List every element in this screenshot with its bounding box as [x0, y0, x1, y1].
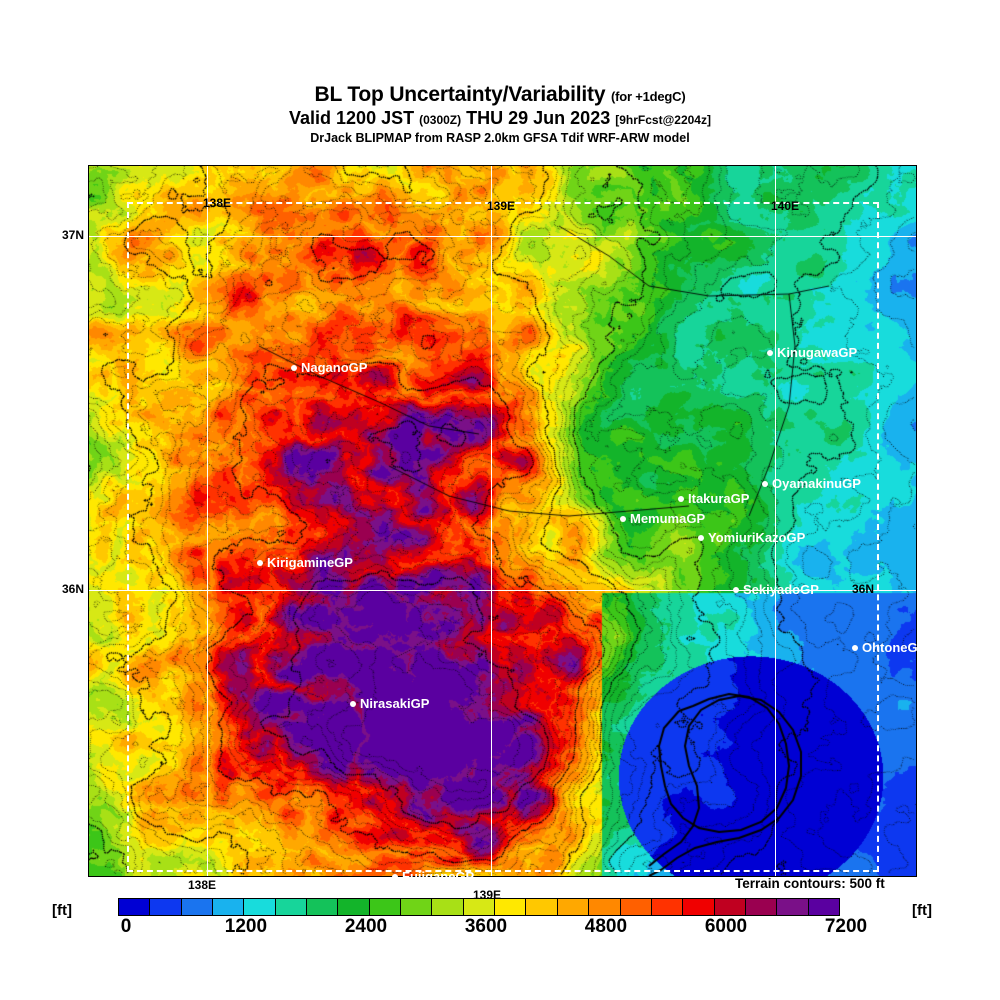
graticule-label-37N-0: 37N [62, 228, 85, 242]
station-dot-icon [852, 644, 858, 651]
station-label: ItakuraGP [688, 491, 750, 506]
station-dot-icon [620, 515, 626, 522]
colorbar-segment-16 [620, 899, 652, 915]
colorbar-segment-11 [463, 899, 496, 915]
station-dot-icon [291, 364, 297, 371]
station-label: OyamakinuGP [772, 476, 861, 491]
station-label: SekiyadoGP [743, 582, 819, 597]
colorbar-tick-2400: 2400 [344, 916, 388, 937]
graticule-label-36N-2: 36N [852, 582, 875, 596]
colorbar-segment-10 [432, 899, 464, 915]
graticule-parallel-1 [89, 590, 916, 591]
graticule-meridian-2 [775, 166, 776, 876]
colorbar-segment-19 [714, 899, 746, 915]
model-domain-box [127, 202, 879, 872]
station-dot-icon [350, 700, 356, 707]
colorbar-tick-3600: 3600 [464, 916, 508, 937]
station-dot-icon [698, 534, 704, 541]
station-label: OhtoneGP [862, 640, 927, 655]
colorbar-segment-18 [683, 899, 715, 915]
colorbar-tick-4800: 4800 [584, 916, 628, 937]
valid-time-utc: (0300Z) [419, 113, 462, 127]
station-marker-NirasakiGP[interactable]: NirasakiGP [350, 697, 429, 710]
forecast-map[interactable] [88, 165, 917, 877]
station-label: KirigamineGP [267, 555, 353, 570]
graticule-label-138E-6: 138E [188, 878, 217, 892]
colorbar-tick-7200: 7200 [824, 916, 868, 937]
forecast-hour: [9hrFcst@2204z] [615, 113, 711, 127]
station-label: KinugawaGP [777, 345, 858, 360]
colorbar-segment-21 [777, 899, 809, 915]
colorbar-segment-12 [495, 899, 527, 915]
station-dot-icon [678, 495, 684, 502]
colorbar-segment-14 [557, 899, 590, 915]
station-marker-MemumaGP[interactable]: MemumaGP [620, 512, 705, 525]
graticule-meridian-1 [491, 166, 492, 876]
station-marker-FujiganeGP[interactable]: FujiganeGP [392, 870, 474, 883]
station-marker-SekiyadoGP[interactable]: SekiyadoGP [733, 583, 819, 596]
station-label: NaganoGP [301, 360, 368, 375]
colorbar-segment-9 [401, 899, 433, 915]
chart-title: BL Top Uncertainty/Variability (for +1de… [0, 84, 1000, 108]
graticule-parallel-0 [89, 236, 916, 237]
station-dot-icon [392, 873, 398, 880]
colorbar-segment-17 [651, 899, 684, 915]
station-label: FujiganeGP [402, 869, 475, 884]
graticule-label-140E-5: 140E [771, 199, 800, 213]
colorbar-segment-0 [119, 899, 151, 915]
colorbar-segment-2 [181, 899, 214, 915]
colorbar[interactable] [118, 898, 840, 916]
unit-label-right: [ft] [912, 902, 932, 919]
colorbar-tick-6000: 6000 [704, 916, 748, 937]
station-label: MemumaGP [630, 511, 706, 526]
station-dot-icon [767, 349, 773, 356]
title-qualifier: (for +1degC) [610, 89, 686, 104]
unit-label-left: [ft] [52, 902, 72, 919]
station-marker-OyamakinuGP[interactable]: OyamakinuGP [762, 477, 861, 490]
colorbar-segment-5 [275, 899, 308, 915]
station-dot-icon [733, 586, 739, 593]
colorbar-segment-20 [745, 899, 778, 915]
colorbar-segment-13 [526, 899, 558, 915]
model-source: DrJack BLIPMAP from RASP 2.0km GFSA Tdif… [310, 131, 690, 145]
station-dot-icon [257, 559, 263, 566]
colorbar-tick-0: 0 [120, 916, 132, 937]
station-label: YomiuriKazoGP [708, 530, 806, 545]
colorbar-tick-1200: 1200 [224, 916, 268, 937]
station-marker-NaganoGP[interactable]: NaganoGP [291, 361, 367, 374]
station-marker-YomiuriKazoGP[interactable]: YomiuriKazoGP [698, 531, 805, 544]
colorbar-segment-15 [589, 899, 621, 915]
colorbar-segment-8 [369, 899, 402, 915]
valid-date: THU 29 Jun 2023 [466, 108, 611, 128]
colorbar-segment-1 [150, 899, 182, 915]
colorbar-segment-6 [307, 899, 339, 915]
graticule-label-36N-1: 36N [62, 582, 85, 596]
graticule-label-139E-4: 139E [487, 199, 516, 213]
map-raster [89, 166, 916, 876]
title-block: BL Top Uncertainty/Variability (for +1de… [0, 84, 1000, 146]
station-dot-icon [762, 480, 768, 487]
chart-subtitle: Valid 1200 JST (0300Z) THU 29 Jun 2023 [… [0, 108, 1000, 130]
colorbar-segment-3 [213, 899, 245, 915]
colorbar-segment-7 [338, 899, 370, 915]
station-marker-KinugawaGP[interactable]: KinugawaGP [767, 346, 857, 359]
station-marker-OhtoneGP[interactable]: OhtoneGP [852, 641, 926, 654]
graticule-label-138E-3: 138E [203, 196, 232, 210]
station-marker-KirigamineGP[interactable]: KirigamineGP [257, 556, 353, 569]
graticule-meridian-0 [207, 166, 208, 876]
station-marker-ItakuraGP[interactable]: ItakuraGP [678, 492, 749, 505]
title-main: BL Top Uncertainty/Variability [314, 83, 606, 106]
graticule-label-139E-7: 139E [473, 888, 502, 902]
valid-time: Valid 1200 JST [289, 108, 415, 128]
terrain-contour-note: Terrain contours: 500 ft [735, 876, 885, 891]
colorbar-segment-22 [808, 899, 839, 915]
colorbar-segment-4 [244, 899, 276, 915]
station-label: NirasakiGP [360, 696, 430, 711]
